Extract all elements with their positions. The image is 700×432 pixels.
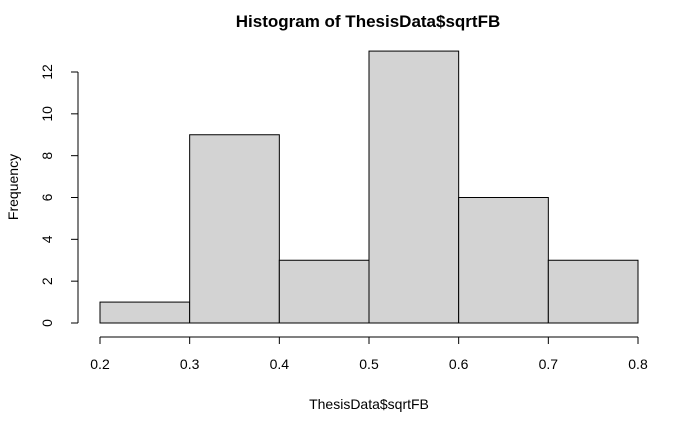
bars-group [99, 50, 639, 324]
x-axis: 0.2 0.3 0.4 0.5 0.6 0.7 0.8 [90, 336, 648, 372]
x-axis-title: ThesisData$sqrtFB [309, 396, 429, 412]
y-tick-label: 0 [39, 319, 55, 327]
y-axis: 0 2 4 6 8 10 12 [39, 64, 79, 327]
y-tick-label: 8 [39, 152, 55, 160]
y-tick-label: 12 [39, 64, 55, 80]
chart-title: Histogram of ThesisData$sqrtFB [236, 12, 501, 31]
histogram-bar [458, 197, 549, 324]
y-tick-label: 4 [39, 235, 55, 243]
histogram-bar [278, 259, 370, 324]
histogram-bar [99, 301, 191, 324]
x-tick-label: 0.7 [539, 356, 559, 372]
x-tick-label: 0.3 [180, 356, 200, 372]
y-tick-label: 10 [39, 106, 55, 122]
y-tick-label: 6 [39, 193, 55, 201]
y-axis-title: Frequency [5, 154, 21, 220]
x-tick-label: 0.8 [628, 356, 648, 372]
y-tick-label: 2 [39, 277, 55, 285]
histogram-bar [368, 50, 460, 324]
x-tick-label: 0.6 [449, 356, 469, 372]
histogram-bar [189, 134, 280, 324]
x-tick-label: 0.2 [90, 356, 110, 372]
x-tick-label: 0.5 [359, 356, 379, 372]
histogram-bar [547, 259, 639, 324]
x-tick-label: 0.4 [270, 356, 290, 372]
